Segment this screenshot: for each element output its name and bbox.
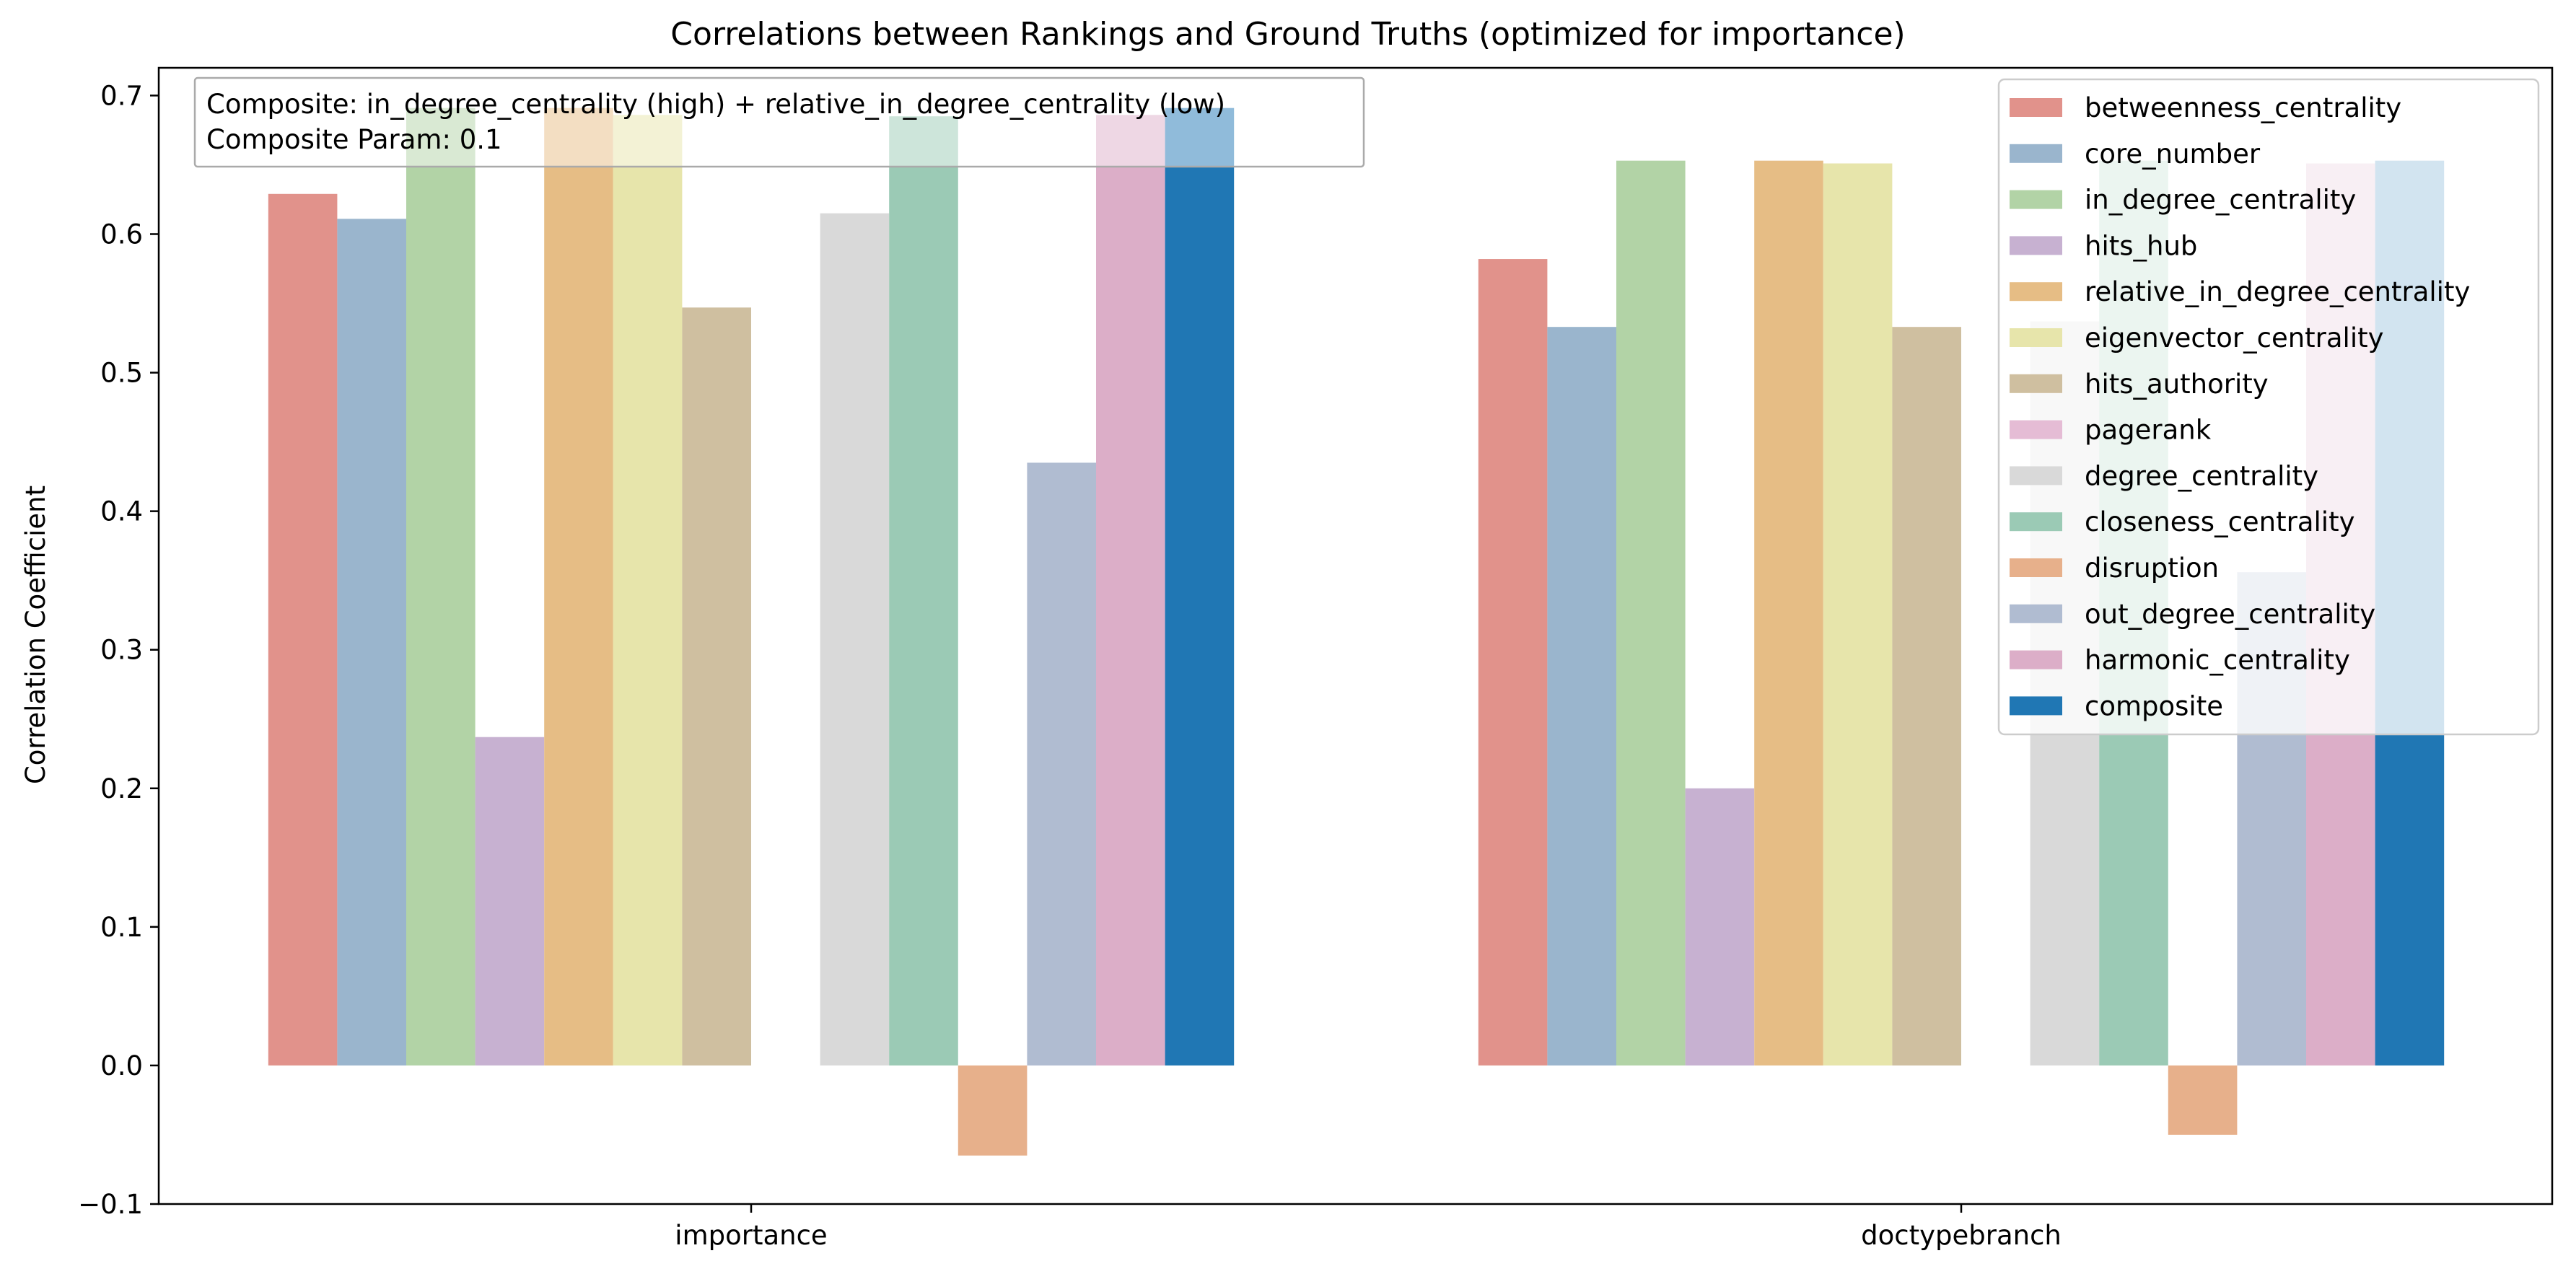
legend-box xyxy=(1997,78,2540,736)
bar-hits_hub-doctypebranch xyxy=(1685,788,1755,1066)
y-tick-label: 0.4 xyxy=(100,496,143,527)
legend-swatch-composite xyxy=(2010,696,2062,716)
legend-label-harmonic_centrality: harmonic_centrality xyxy=(2085,645,2350,676)
bar-core_number-importance xyxy=(337,219,406,1066)
annotation-line-1: Composite: in_degree_centrality (high) +… xyxy=(206,89,1225,120)
bar-relative_in_degree_centrality-importance xyxy=(544,107,613,1066)
legend-swatch-degree_centrality xyxy=(2010,466,2062,486)
legend-label-betweenness_centrality: betweenness_centrality xyxy=(2085,92,2401,123)
annotation-line-2: Composite Param: 0.1 xyxy=(206,124,502,155)
y-tick-label: 0.0 xyxy=(100,1050,143,1081)
legend-swatch-core_number xyxy=(2010,144,2062,163)
bar-hits_authority-importance xyxy=(682,307,751,1066)
bar-hits_authority-doctypebranch xyxy=(1892,327,1961,1066)
y-tick-label: 0.6 xyxy=(100,219,143,250)
bar-out_degree_centrality-importance xyxy=(1027,462,1096,1066)
y-tick-label: 0.7 xyxy=(100,80,143,111)
legend-swatch-closeness_centrality xyxy=(2010,512,2062,532)
y-tick-label: 0.5 xyxy=(100,358,143,389)
bar-composite-importance xyxy=(1165,107,1235,1066)
legend-label-relative_in_degree_centrality: relative_in_degree_centrality xyxy=(2085,276,2470,307)
x-tick-label-importance: importance xyxy=(675,1220,827,1251)
legend-label-disruption: disruption xyxy=(2085,553,2219,584)
axes-layer: −0.1 0.0 0.1 0.2 0.3 0.4 0.5 0.6 0.7 importance do… xyxy=(78,66,2554,1251)
legend-swatch-harmonic_centrality xyxy=(2010,650,2062,669)
legend-swatch-disruption xyxy=(2010,558,2062,577)
legend-label-out_degree_centrality: out_degree_centrality xyxy=(2085,599,2375,630)
y-axis-label: Correlation Coefficient xyxy=(20,486,51,784)
legend-label-degree_centrality: degree_centrality xyxy=(2085,460,2318,491)
bar-degree_centrality-importance xyxy=(820,213,890,1066)
legend-label-closeness_centrality: closeness_centrality xyxy=(2085,506,2354,537)
chart-title: Correlations between Rankings and Ground… xyxy=(670,16,1905,53)
bar-disruption-importance xyxy=(958,1065,1028,1156)
legend-swatch-in_degree_centrality xyxy=(2010,190,2062,209)
plot-frame xyxy=(157,66,2554,1205)
y-tick-label: 0.2 xyxy=(100,773,143,804)
composite-annotation: Composite: in_degree_centrality (high) +… xyxy=(193,76,1365,168)
legend-label-in_degree_centrality: in_degree_centrality xyxy=(2085,185,2356,216)
bar-betweenness_centrality-importance xyxy=(268,193,338,1066)
legend-label-composite: composite xyxy=(2085,690,2223,721)
bar-core_number-doctypebranch xyxy=(1547,327,1616,1066)
legend-swatch-relative_in_degree_centrality xyxy=(2010,282,2062,302)
legend-swatch-hits_authority xyxy=(2010,374,2062,393)
legend-label-core_number: core_number xyxy=(2085,139,2261,170)
legend-label-pagerank: pagerank xyxy=(2085,415,2212,446)
legend-label-eigenvector_centrality: eigenvector_centrality xyxy=(2085,322,2384,353)
bar-eigenvector_centrality-doctypebranch xyxy=(1823,163,1893,1066)
bar-harmonic_centrality-importance xyxy=(1096,115,1165,1066)
y-tick-label: 0.3 xyxy=(100,635,143,666)
bar-disruption-doctypebranch xyxy=(2168,1065,2238,1135)
bar-hits_hub-importance xyxy=(475,737,545,1066)
bar-closeness_centrality-importance xyxy=(889,116,958,1066)
legend-label-hits_authority: hits_authority xyxy=(2085,369,2269,400)
legend-swatch-out_degree_centrality xyxy=(2010,604,2062,623)
y-tick-label: 0.1 xyxy=(100,912,143,943)
legend-swatch-hits_hub xyxy=(2010,236,2062,255)
legend-label-hits_hub: hits_hub xyxy=(2085,230,2197,261)
y-tick-label: −0.1 xyxy=(78,1189,143,1220)
bar-relative_in_degree_centrality-doctypebranch xyxy=(1754,160,1823,1066)
legend: betweenness_centrality core_number in_degr… xyxy=(1997,78,2540,736)
annotation-box xyxy=(193,76,1365,168)
bar-betweenness_centrality-doctypebranch xyxy=(1478,259,1548,1066)
bar-in_degree_centrality-importance xyxy=(406,107,476,1066)
x-tick-label-doctypebranch: doctypebranch xyxy=(1861,1220,2062,1251)
legend-swatch-eigenvector_centrality xyxy=(2010,328,2062,347)
legend-swatch-betweenness_centrality xyxy=(2010,98,2062,117)
legend-swatch-pagerank xyxy=(2010,420,2062,439)
bar-eigenvector_centrality-importance xyxy=(613,115,683,1066)
bar-in_degree_centrality-doctypebranch xyxy=(1616,160,1686,1066)
